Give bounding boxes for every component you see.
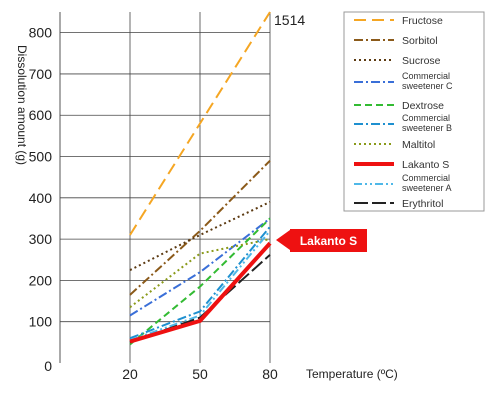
- legend-label: Fructose: [402, 15, 443, 27]
- y-tick-label: 100: [29, 314, 53, 330]
- y-tick-label: 600: [29, 107, 53, 123]
- callout-box: [290, 229, 367, 252]
- legend-label: sweetener C: [402, 81, 453, 91]
- legend-label: Sucrose: [402, 55, 441, 67]
- series-line-lakanto-s: [129, 241, 272, 344]
- series-line-commercial-sweetener-c: [129, 217, 271, 317]
- callout-pointer: [276, 230, 290, 250]
- legend-label: Maltitol: [402, 139, 435, 151]
- x-axis-ticks: 20 50 80: [122, 366, 278, 382]
- legend-label: sweetener A: [402, 183, 452, 193]
- legend-label: Erythritol: [402, 198, 443, 210]
- series-lines: [129, 11, 272, 346]
- series-line-maltitol: [129, 238, 271, 309]
- grid: [59, 12, 271, 363]
- y-tick-label: 800: [29, 25, 53, 41]
- y-tick-label: 300: [29, 231, 53, 247]
- y-tick-label: 500: [29, 149, 53, 165]
- y-tick-label: 700: [29, 66, 53, 82]
- x-tick-label: 20: [122, 366, 138, 382]
- series-line-sorbitol: [129, 159, 271, 296]
- legend-box: [343, 11, 485, 212]
- series-line-commercial-sweetener-a: [129, 230, 271, 342]
- x-tick-label: 50: [192, 366, 208, 382]
- x-tick-label: 80: [262, 366, 278, 382]
- legend-label: Commercial: [402, 173, 450, 183]
- legend-label: Commercial: [402, 113, 450, 123]
- x-axis-label: Temperature (ºC): [306, 367, 398, 381]
- lakanto-callout: Lakanto S: [276, 229, 367, 252]
- fructose-value-annotation: 1514: [274, 12, 305, 28]
- callout-label: Lakanto S: [300, 234, 357, 248]
- y-tick-label: 0: [44, 358, 52, 374]
- y-axis-ticks: 0 100 200 300 400 500 600 700 800: [29, 25, 53, 374]
- legend-label: Lakanto S: [402, 159, 449, 171]
- series-line-sucrose: [129, 201, 271, 271]
- y-tick-label: 200: [29, 272, 53, 288]
- legend-label: Commercial: [402, 71, 450, 81]
- legend: FructoseSorbitolSucroseCommercialsweeten…: [343, 11, 485, 212]
- legend-label: Dextrose: [402, 100, 444, 112]
- series-line-commercial-sweetener-b: [129, 226, 271, 340]
- series-line-dextrose: [129, 217, 271, 346]
- series-line-fructose: [129, 11, 271, 236]
- legend-label: sweetener B: [402, 123, 452, 133]
- y-axis-label: Dissolution amount (g): [15, 45, 29, 165]
- y-tick-label: 400: [29, 190, 53, 206]
- legend-label: Sorbitol: [402, 35, 438, 47]
